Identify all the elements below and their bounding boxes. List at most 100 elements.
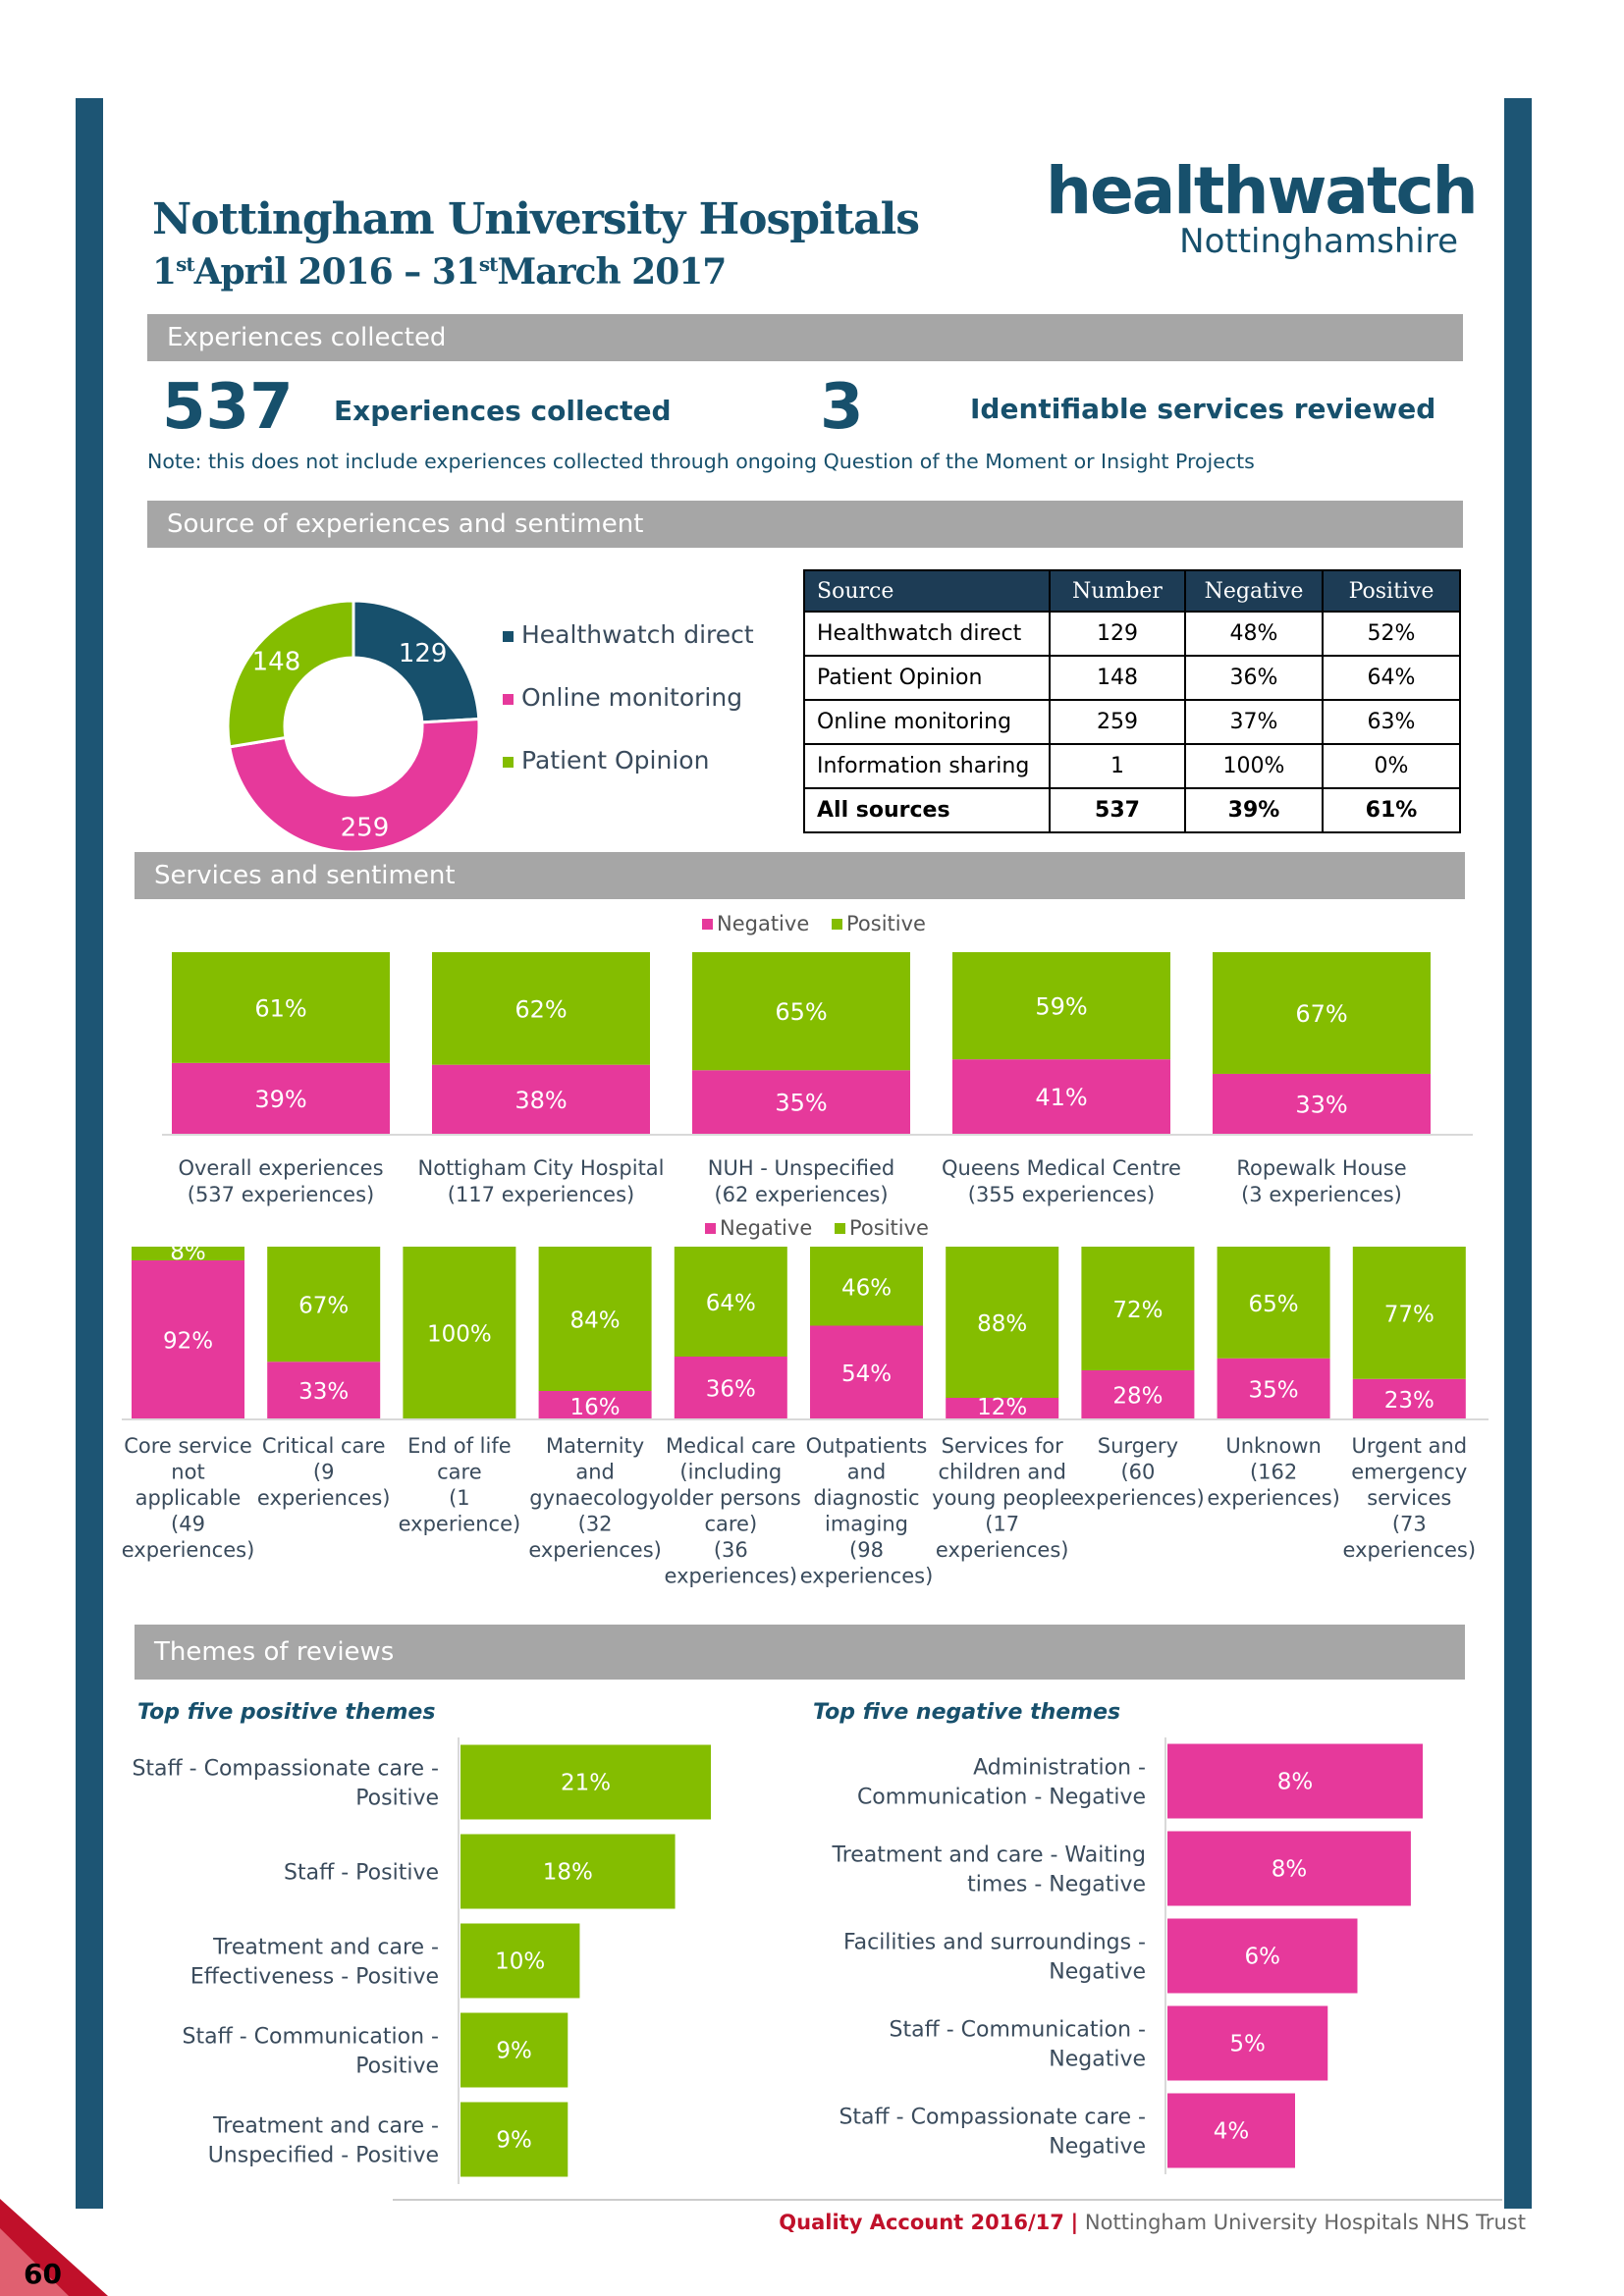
theme-category-label: times - Negative — [967, 1873, 1146, 1897]
footer-quality: Quality Account 2016/17 — [779, 2211, 1064, 2234]
category-label: experiences) — [800, 1565, 934, 1588]
category-label: (including — [679, 1461, 782, 1484]
category-label: Services for — [942, 1434, 1063, 1458]
table-cell: 100% — [1184, 743, 1324, 789]
bar-positive — [1213, 952, 1431, 1074]
legend-healthwatch-direct: Healthwatch direct — [503, 620, 754, 649]
legend-positive-label: Positive — [849, 1217, 929, 1240]
theme-category-label: Treatment and care - — [212, 1936, 439, 1960]
category-label: and — [575, 1461, 615, 1484]
category-label: Unknown — [1225, 1434, 1321, 1458]
negative-themes-title: Top five negative themes — [813, 1700, 1121, 1725]
section-header-themes: Themes of reviews — [135, 1625, 1465, 1680]
category-label: experiences) — [257, 1486, 391, 1510]
category-label: Overall experiences — [178, 1156, 383, 1180]
logo-subtitle: Nottinghamshire — [1179, 222, 1458, 261]
theme-bar — [1167, 1743, 1423, 1819]
theme-category-label: Staff - Positive — [284, 1861, 439, 1886]
logo-wordmark: healthwatch — [1046, 153, 1479, 229]
theme-bar — [1167, 2093, 1295, 2168]
bar-negative — [946, 1398, 1059, 1418]
theme-category-label: Staff - Communication - — [890, 2018, 1147, 2043]
table-total-row: All sources 537 39% 61% — [803, 787, 1461, 833]
theme-category-label: Negative — [1049, 2048, 1146, 2072]
table-cell: Healthwatch direct — [803, 611, 1051, 657]
theme-bar-label: 9% — [496, 2039, 531, 2064]
theme-bar — [460, 1923, 580, 1999]
theme-category-label: Administration - — [973, 1756, 1146, 1781]
bar-negative — [674, 1357, 787, 1418]
theme-bar-label: 8% — [1277, 1770, 1314, 1795]
theme-bar-label: 6% — [1244, 1945, 1280, 1970]
table-cell: 52% — [1322, 611, 1461, 657]
col-positive: Positive — [1322, 569, 1461, 613]
experiences-label: Experiences collected — [334, 395, 672, 427]
bar-positive-label: 67% — [298, 1294, 349, 1319]
bar-negative-label: 23% — [1384, 1388, 1435, 1414]
theme-category-label: Positive — [355, 2055, 439, 2079]
category-label: (117 experiences) — [448, 1183, 634, 1206]
theme-bar — [1167, 1831, 1411, 1906]
bar-negative — [1217, 1358, 1330, 1418]
legend-negative-label: Negative — [720, 1217, 812, 1240]
category-label: experiences) — [1343, 1538, 1477, 1562]
donut-slice-label: 129 — [399, 639, 448, 668]
experiences-note: Note: this does not include experiences … — [147, 450, 1255, 473]
category-label: (32 — [578, 1513, 613, 1536]
table-cell: 129 — [1049, 611, 1186, 657]
category-label: (60 — [1120, 1461, 1155, 1484]
category-label: Core service — [124, 1434, 252, 1458]
table-cell: 36% — [1184, 655, 1324, 701]
donut-slice-label: 259 — [341, 813, 390, 842]
bar-positive — [538, 1247, 652, 1391]
theme-bar-label: 5% — [1229, 2032, 1266, 2057]
theme-bar-label: 4% — [1214, 2119, 1250, 2145]
category-label: (1 — [449, 1486, 470, 1510]
bar-positive — [946, 1247, 1059, 1398]
legend-positive-swatch — [835, 1223, 845, 1234]
source-table: Source Number Negative Positive Healthwa… — [803, 569, 1461, 833]
bar-positive-label: 65% — [1249, 1292, 1299, 1317]
bar-negative-label: 16% — [570, 1395, 621, 1420]
theme-bar-label: 10% — [495, 1949, 545, 1975]
bar-positive-label: 67% — [1295, 1000, 1347, 1028]
category-label: Nottigham City Hospital — [417, 1156, 664, 1180]
page-title: Nottingham University Hospitals — [152, 194, 920, 244]
table-cell: 48% — [1184, 611, 1324, 657]
theme-bar — [1167, 1918, 1358, 1994]
bar-negative — [538, 1391, 652, 1418]
bar-negative — [432, 1064, 650, 1134]
bar-positive — [810, 1247, 923, 1326]
col-source: Source — [803, 569, 1051, 613]
bar-negative — [952, 1059, 1170, 1134]
category-label: (62 experiences) — [714, 1183, 888, 1206]
table-cell: 39% — [1184, 787, 1324, 833]
theme-category-label: Treatment and care - Waiting — [831, 1843, 1146, 1868]
bar-negative-label: 39% — [254, 1086, 306, 1113]
bar-negative-label: 41% — [1035, 1084, 1087, 1111]
table-row: Online monitoring 259 37% 63% — [803, 699, 1461, 745]
bar-positive — [1081, 1247, 1195, 1370]
theme-category-label: Communication - Negative — [857, 1786, 1146, 1810]
page-corner-decoration — [0, 2199, 108, 2296]
category-label: (36 — [714, 1538, 748, 1562]
bar-negative-label: 33% — [1295, 1091, 1347, 1118]
category-label: End of life — [407, 1434, 511, 1458]
bar-positive — [172, 952, 390, 1063]
theme-bar — [1167, 2005, 1328, 2081]
theme-category-label: Negative — [1049, 2135, 1146, 2160]
bar-positive-label: 8% — [170, 1240, 206, 1265]
right-border-bar — [1504, 98, 1532, 2209]
theme-bar-label: 18% — [543, 1860, 593, 1886]
category-label: care) — [704, 1513, 757, 1536]
legend-positive-label: Positive — [846, 912, 926, 935]
bar-positive — [267, 1247, 381, 1362]
bar-positive-label: 77% — [1384, 1302, 1435, 1327]
category-label: (73 — [1392, 1513, 1427, 1536]
theme-category-label: Unspecified - Positive — [208, 2144, 439, 2168]
table-cell: 61% — [1322, 787, 1461, 833]
table-cell: 259 — [1049, 699, 1186, 745]
category-label: (162 — [1250, 1461, 1297, 1484]
table-row: Information sharing 1 100% 0% — [803, 743, 1461, 789]
col-negative: Negative — [1184, 569, 1324, 613]
